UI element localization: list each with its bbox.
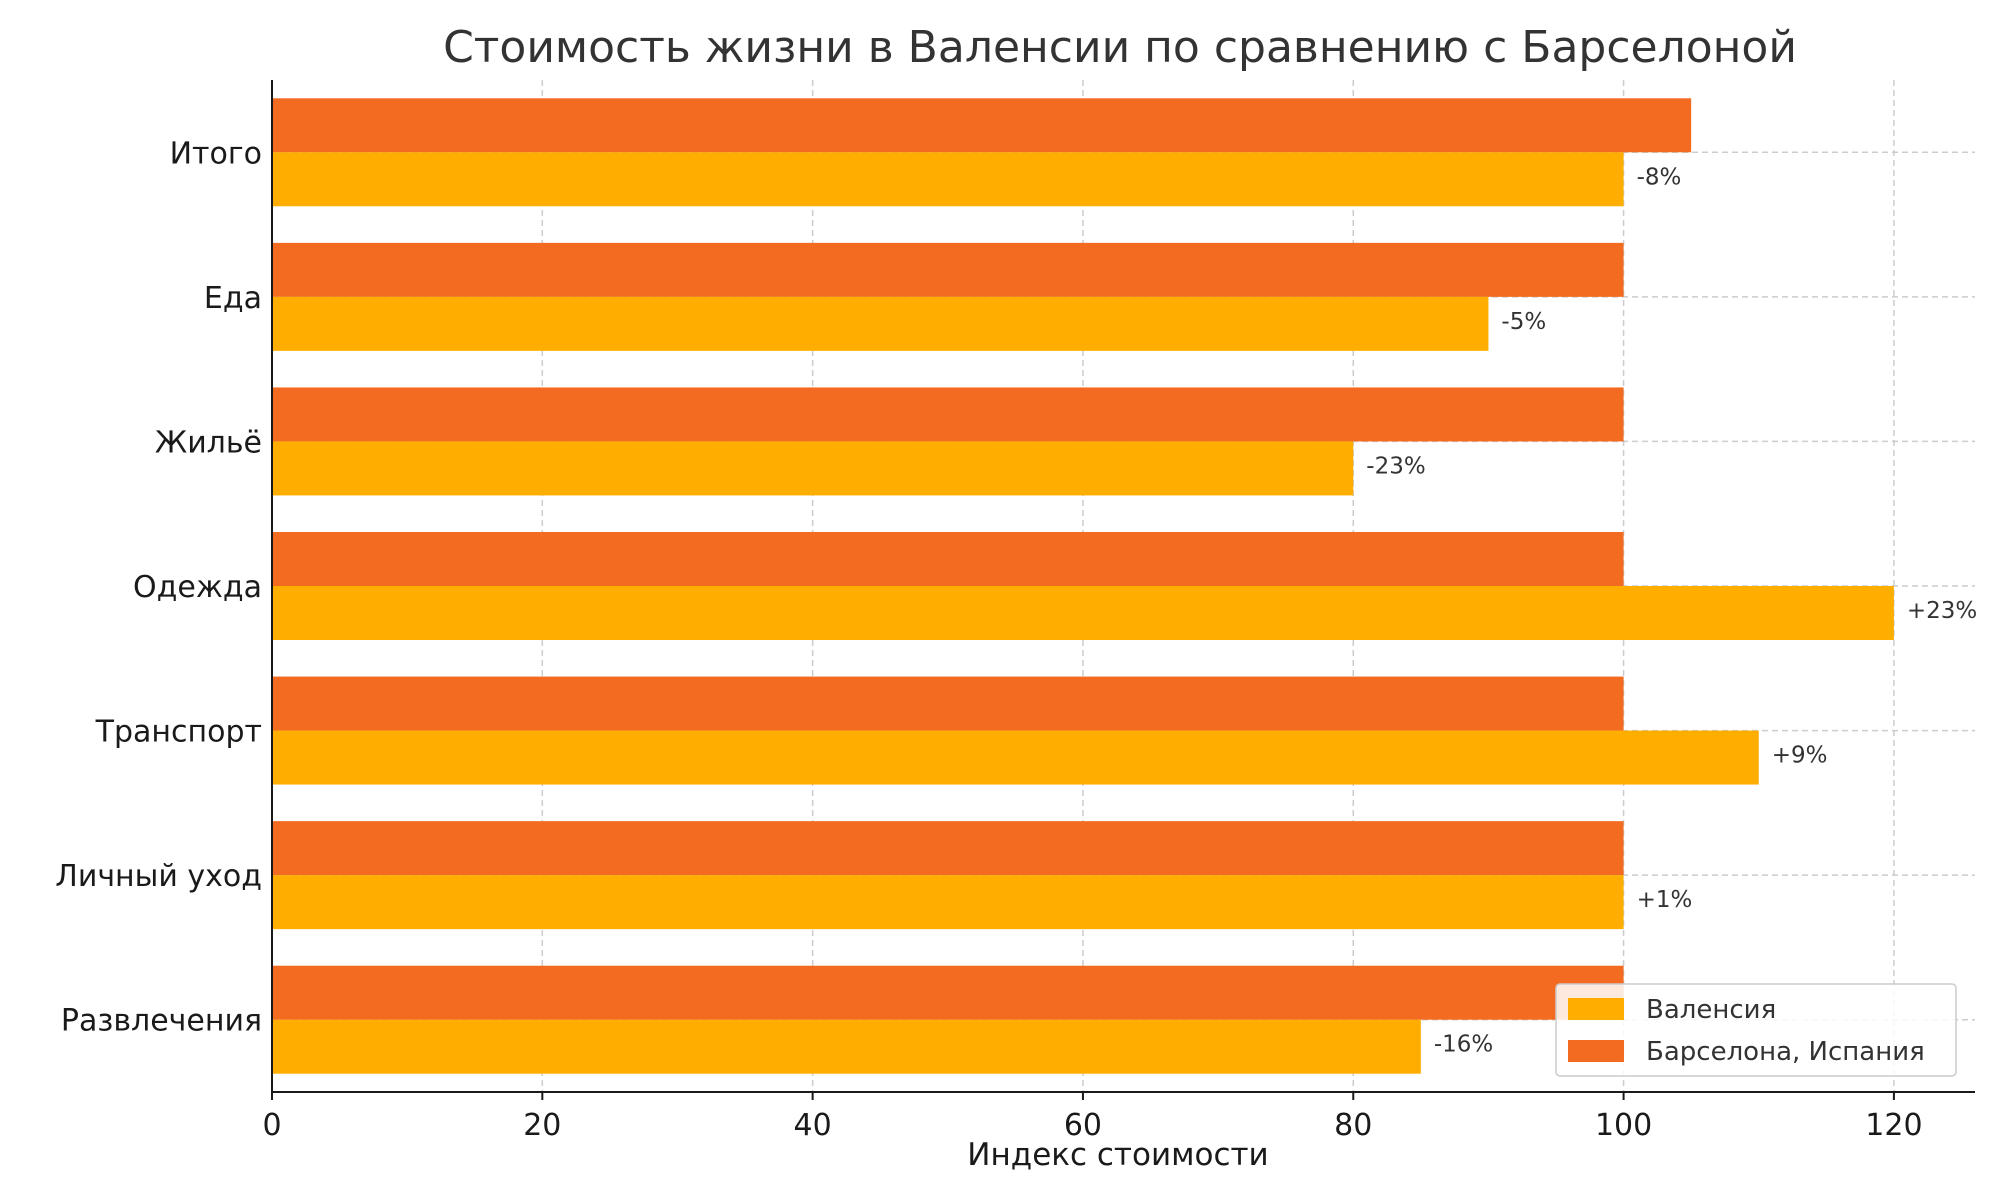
- data-labels: -8% -5% -23% +23% +9% +1% -16%: [1366, 164, 1977, 1057]
- legend-label-1: Барселона, Испания: [1646, 1037, 1925, 1067]
- data-label-0: -8%: [1637, 164, 1682, 190]
- data-label-6: -16%: [1434, 1032, 1493, 1058]
- bar-barcelona-6: [272, 965, 1624, 1020]
- bar-barcelona-3: [272, 532, 1624, 586]
- category-label-0: Итого: [170, 136, 262, 171]
- data-label-1: -5%: [1501, 309, 1546, 335]
- bar-valencia-2: [272, 441, 1354, 496]
- bar-valencia-3: [272, 586, 1894, 640]
- bar-barcelona-2: [272, 387, 1624, 442]
- bar-barcelona-1: [272, 242, 1624, 297]
- bars: [272, 98, 1894, 1074]
- bar-valencia-0: [272, 152, 1624, 207]
- x-tick-label-2: 40: [794, 1108, 832, 1143]
- bar-valencia-1: [272, 296, 1489, 351]
- x-tick-label-4: 80: [1334, 1108, 1372, 1143]
- bar-valencia-4: [272, 730, 1759, 785]
- legend-swatch-1: [1568, 1040, 1624, 1062]
- axes: Итого Еда Жильё Одежда Транспорт Личный уход Р…: [55, 80, 1975, 1143]
- x-tick-label-5: 100: [1595, 1108, 1652, 1143]
- x-tick-label-3: 60: [1064, 1108, 1102, 1143]
- legend-frame: [1555, 983, 1957, 1077]
- bar-valencia-6: [272, 1019, 1421, 1074]
- category-label-4: Транспорт: [95, 715, 262, 750]
- bar-barcelona-4: [272, 676, 1624, 731]
- x-tick-label-0: 0: [262, 1108, 281, 1143]
- legend: Валенсия Барселона, Испания: [1555, 983, 1957, 1077]
- x-tick-label-6: 120: [1865, 1108, 1922, 1143]
- legend-label-0: Валенсия: [1646, 995, 1776, 1025]
- category-label-5: Личный уход: [55, 859, 262, 894]
- legend-swatch-0: [1568, 998, 1624, 1020]
- data-label-3: +23%: [1907, 598, 1977, 624]
- data-label-4: +9%: [1772, 743, 1828, 769]
- data-label-5: +1%: [1637, 887, 1693, 913]
- bar-barcelona-5: [272, 821, 1624, 876]
- bar-valencia-5: [272, 875, 1624, 930]
- x-axis-label: Индекс стоимости: [967, 1137, 1268, 1173]
- data-label-2: -23%: [1366, 453, 1425, 479]
- category-label-3: Одежда: [133, 570, 262, 605]
- chart-title: Стоимость жизни в Валенсии по сравнению …: [443, 22, 1797, 73]
- category-label-6: Развлечения: [61, 1004, 262, 1039]
- category-label-2: Жильё: [155, 425, 262, 460]
- bar-barcelona-0: [272, 98, 1692, 153]
- category-label-1: Еда: [204, 281, 262, 316]
- x-tick-label-1: 20: [523, 1108, 561, 1143]
